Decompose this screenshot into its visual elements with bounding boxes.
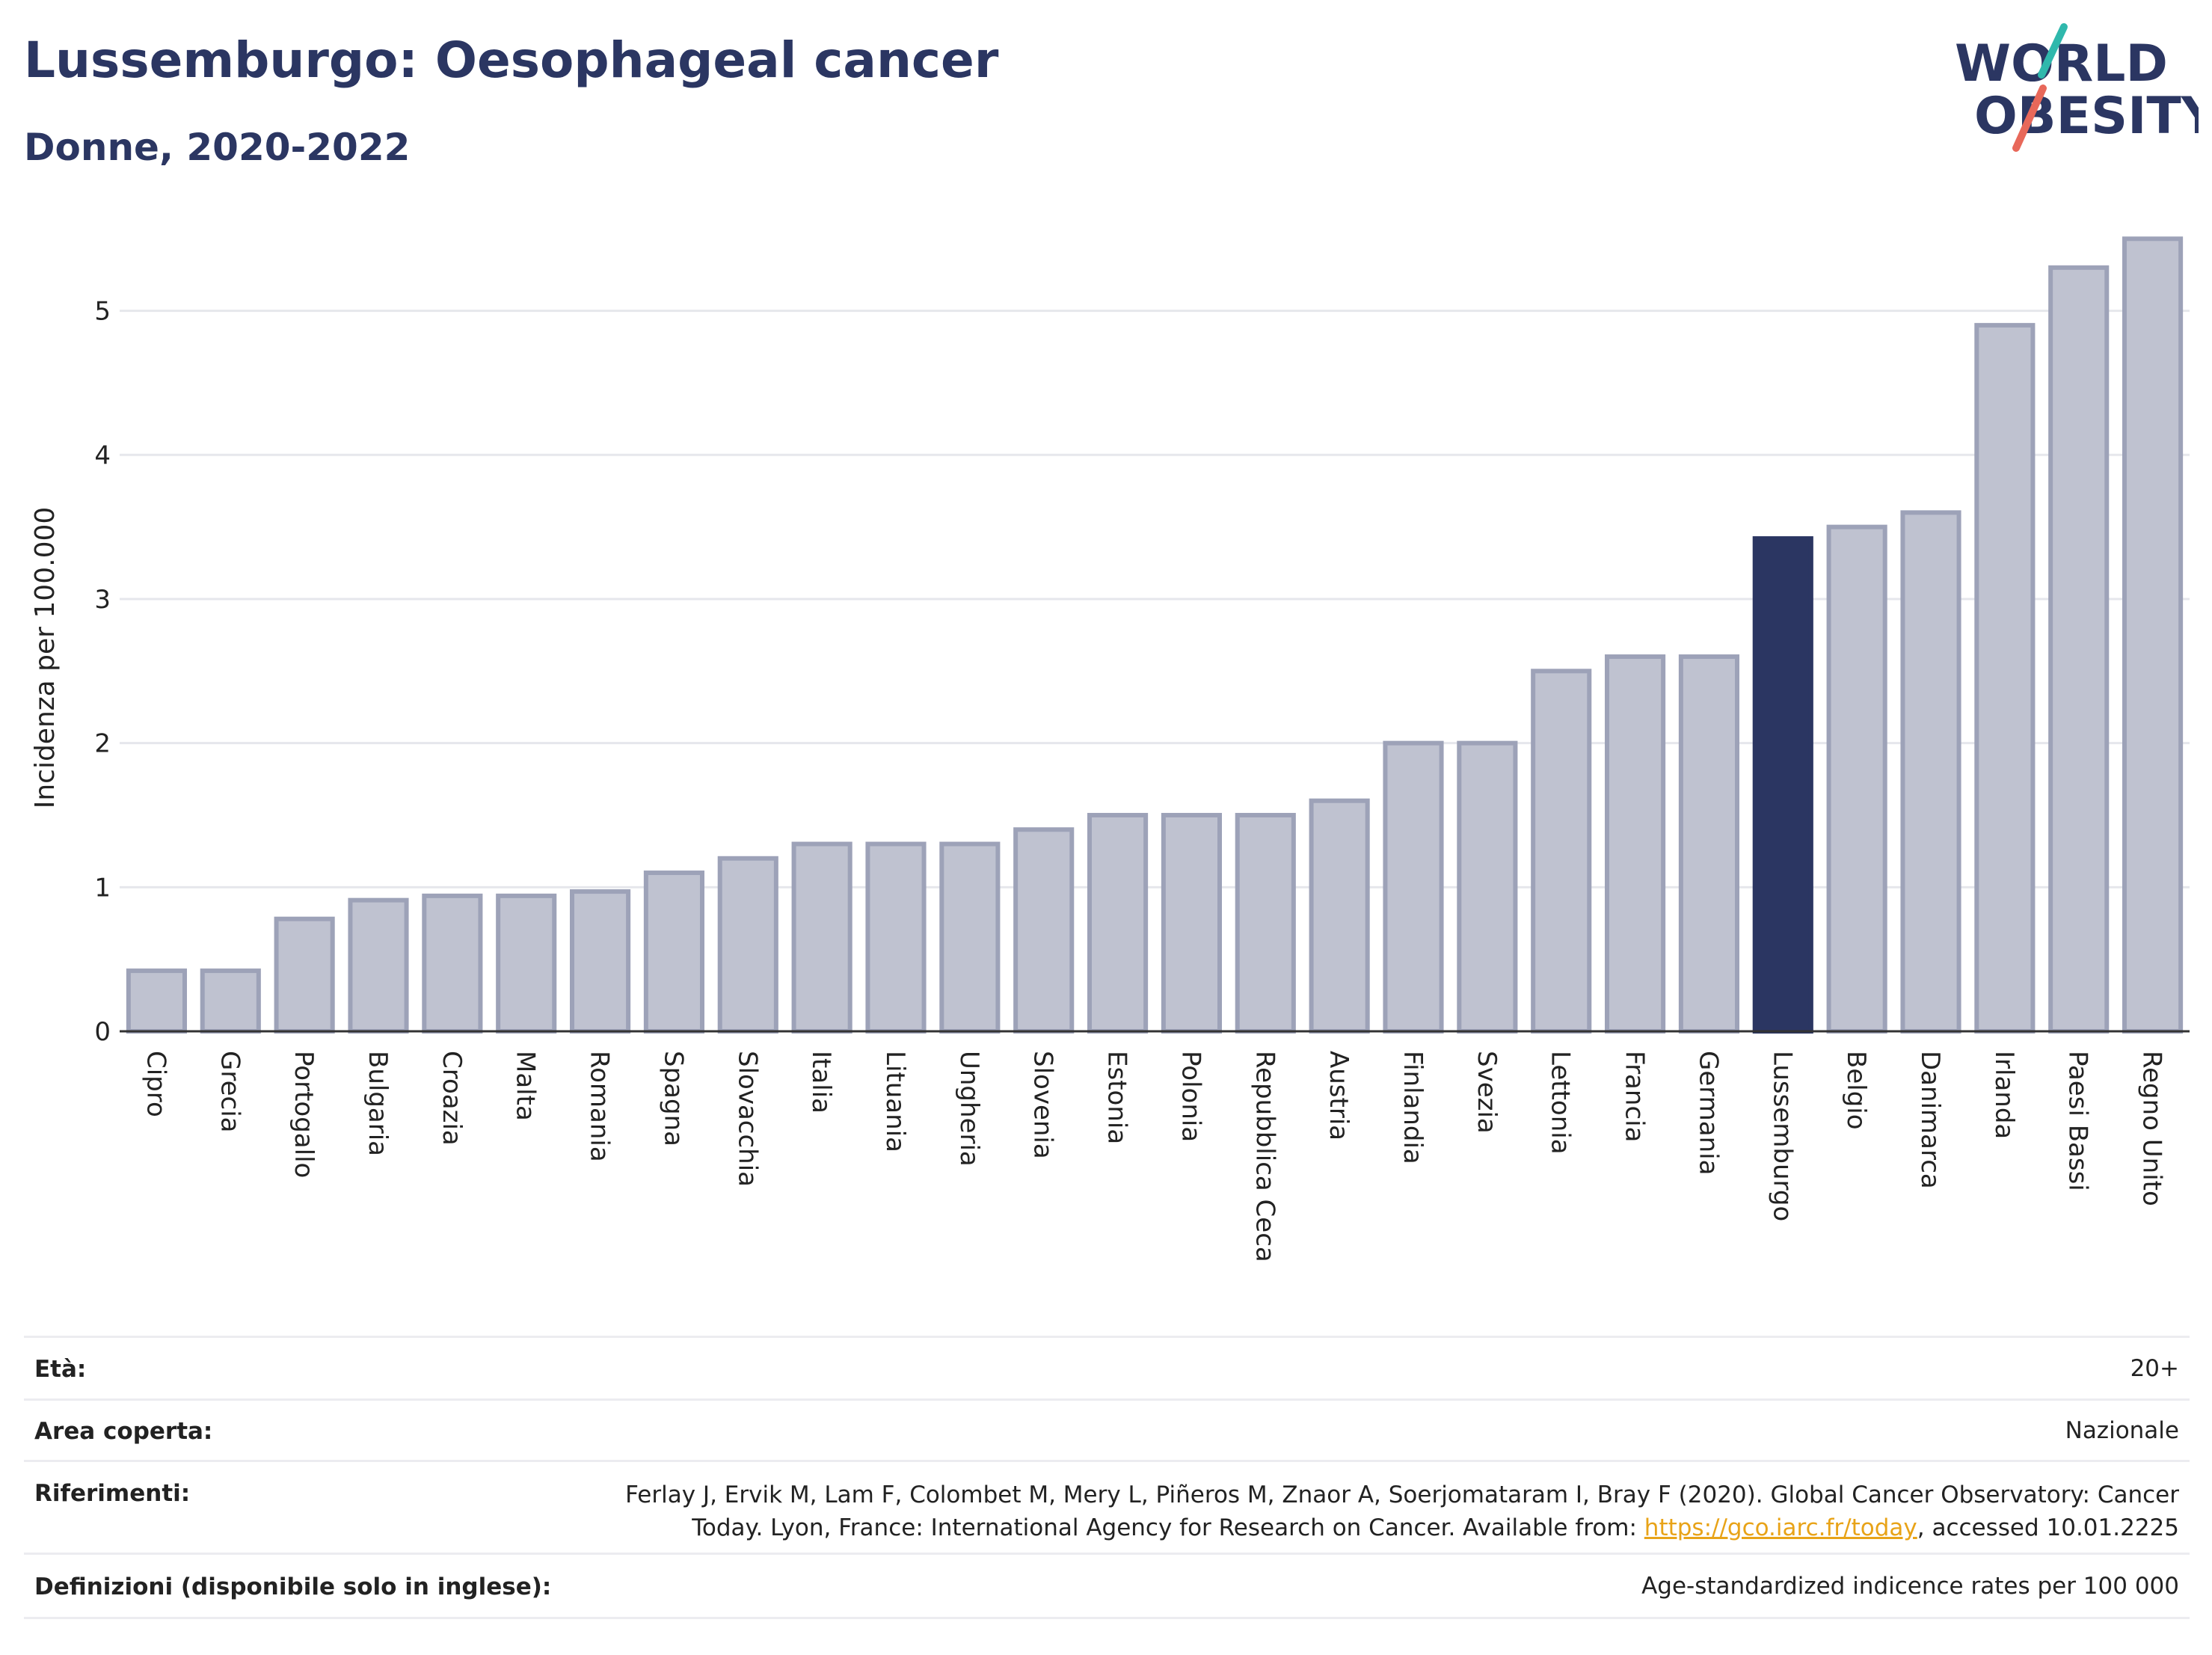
bar-germania (1678, 654, 1739, 1034)
x-tick-label: Romania (585, 1051, 615, 1162)
bar-slovacchia (717, 856, 778, 1034)
logo-text-world: WORLD (1955, 34, 2168, 93)
x-tick-label: Grecia (215, 1051, 245, 1132)
x-axis-ticks: Cipro Grecia Portogallo Bulgaria Croazia Malt… (141, 1051, 2166, 1262)
x-tick-label: Regno Unito (2137, 1051, 2167, 1206)
reference-line-2-pre: Today. Lyon, France: International Agenc… (692, 1514, 1644, 1541)
x-tick-label: Ungheria (954, 1051, 984, 1167)
bar-francia (1605, 654, 1666, 1034)
y-tick-label: 0 (94, 1017, 111, 1047)
y-tick-label: 1 (94, 873, 111, 903)
logo-slash-red (2012, 85, 2047, 152)
bar-lituania (865, 841, 927, 1034)
x-tick-label: Austria (1324, 1051, 1354, 1140)
x-tick-label: Portogallo (289, 1051, 319, 1178)
x-tick-label: Bulgaria (363, 1051, 393, 1156)
x-tick-label: Repubblica Ceca (1250, 1051, 1279, 1262)
bar-svezia (1457, 740, 1518, 1034)
x-tick-label: Italia (806, 1051, 836, 1114)
info-label-references: Riferimenti: (34, 1480, 191, 1507)
x-tick-label: Slovenia (1028, 1051, 1058, 1159)
bar-croazia (422, 893, 483, 1034)
bar-spagna (643, 871, 704, 1034)
x-tick-label: Malta (511, 1051, 541, 1121)
info-value-definitions: Age-standardized indicence rates per 100… (1641, 1572, 2179, 1600)
bar-danimarca (1900, 510, 1961, 1034)
logo-slash-teal (2038, 23, 2068, 79)
x-tick-label: Spagna (658, 1051, 688, 1146)
x-tick-label: Lettonia (1546, 1051, 1576, 1155)
bar-austria (1309, 798, 1370, 1034)
bar-lettonia (1531, 669, 1592, 1034)
x-tick-label: Cipro (141, 1051, 170, 1117)
y-axis-ticks: 0 1 2 3 4 5 (94, 297, 111, 1047)
bar-cipro (126, 968, 187, 1034)
bar-polonia (1161, 812, 1222, 1034)
x-tick-label: Polonia (1176, 1051, 1205, 1142)
x-tick-label: Lituania (880, 1051, 910, 1152)
logo-text-obesity: OBESITY (1974, 87, 2199, 146)
info-label-area: Area coperta: (34, 1417, 213, 1445)
bar-bulgaria (348, 897, 409, 1034)
bar-repubblica-ceca (1235, 812, 1296, 1034)
info-table: Età: 20+ Area coperta: Nazionale Riferim… (24, 1336, 2190, 1619)
bar-portogallo (274, 916, 335, 1034)
info-value-area: Nazionale (2065, 1416, 2179, 1444)
info-label-definitions: Definizioni (disponibile solo in inglese… (34, 1573, 552, 1600)
bar-slovenia (1013, 827, 1075, 1034)
x-tick-label: Irlanda (1989, 1051, 2019, 1139)
info-row-area: Area coperta: Nazionale (24, 1401, 2190, 1462)
info-row-age: Età: 20+ (24, 1338, 2190, 1401)
info-label-age: Età: (34, 1355, 87, 1383)
x-tick-label: Belgio (1841, 1051, 1871, 1130)
x-tick-label: Francia (1620, 1051, 1650, 1142)
world-obesity-logo: WORLD OBESITY (1955, 23, 2199, 152)
y-tick-label: 2 (94, 729, 111, 759)
y-tick-label: 4 (94, 440, 111, 470)
bar-romania (570, 889, 631, 1034)
x-tick-label: Svezia (1472, 1051, 1502, 1134)
y-axis-label: Incidenza per 100.000 (30, 507, 61, 809)
bar-chart: 0 1 2 3 4 5 Cipro Grecia Portogallo Bulgaria Croa… (30, 236, 2190, 1262)
reference-line-2-post: , accessed 10.01.2225 (1917, 1514, 2179, 1541)
info-value-age: 20+ (2130, 1354, 2179, 1382)
bar-estonia (1087, 812, 1149, 1034)
x-tick-label: Croazia (437, 1051, 467, 1146)
info-row-references: Riferimenti: Ferlay J, Ervik M, Lam F, C… (24, 1462, 2190, 1555)
x-tick-label: Finlandia (1398, 1051, 1428, 1164)
x-tick-label: Lussemburgo (1767, 1051, 1797, 1221)
bar-finlandia (1383, 740, 1444, 1034)
info-row-definitions: Definizioni (disponibile solo in inglese… (24, 1555, 2190, 1619)
bar-regno-unito (2122, 236, 2184, 1034)
x-tick-label: Estonia (1102, 1051, 1132, 1144)
bar-grecia (200, 968, 261, 1034)
bar-irlanda (1974, 322, 2036, 1034)
y-tick-label: 5 (94, 297, 111, 327)
bar-belgio (1826, 524, 1887, 1034)
x-tick-label: Slovacchia (732, 1051, 762, 1187)
reference-link[interactable]: https://gco.iarc.fr/today (1644, 1514, 1917, 1541)
x-tick-label: Germania (1693, 1051, 1723, 1175)
reference-line-1: Ferlay J, Ervik M, Lam F, Colombet M, Me… (625, 1481, 2179, 1508)
page-title: Lussemburgo: Oesophageal cancer (24, 31, 999, 89)
bars (126, 236, 2184, 1034)
bar-paesi-bassi (2048, 265, 2110, 1034)
bar-italia (791, 841, 852, 1034)
page-subtitle: Donne, 2020-2022 (24, 126, 411, 169)
x-tick-label: Paesi Bassi (2063, 1051, 2093, 1191)
bar-lussemburgo (1752, 536, 1813, 1034)
bar-ungheria (939, 841, 1001, 1034)
info-value-references: Ferlay J, Ervik M, Lam F, Colombet M, Me… (625, 1479, 2179, 1544)
bar-malta (496, 893, 557, 1034)
x-tick-label: Danimarca (1915, 1051, 1945, 1189)
y-tick-label: 3 (94, 585, 111, 615)
